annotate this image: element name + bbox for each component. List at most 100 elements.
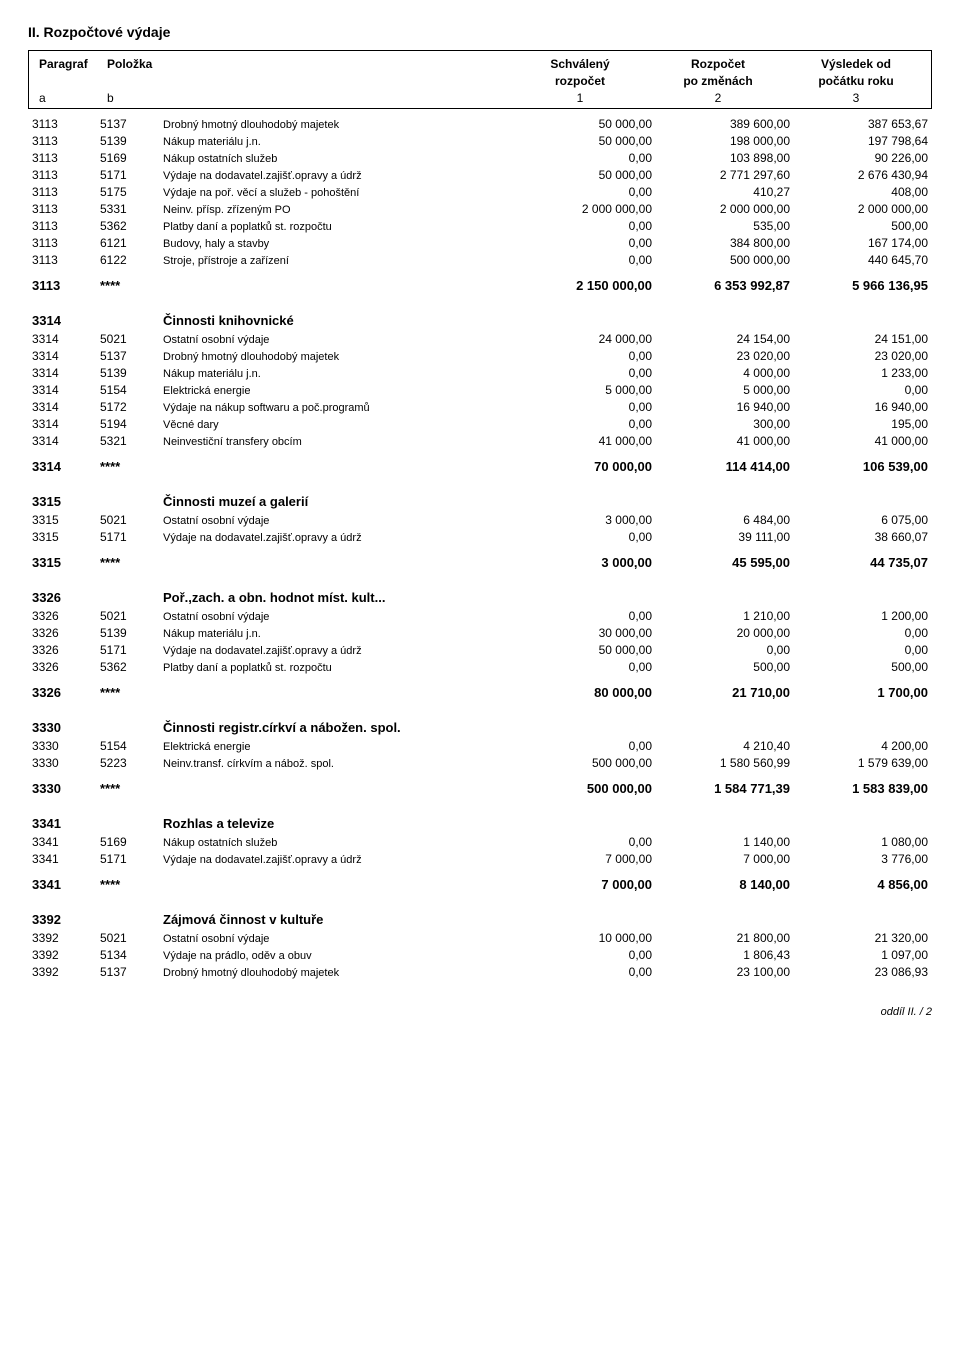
table-row: 33305154Elektrická energie0,004 210,404 … [28, 737, 932, 754]
cell-paragraf: 3314 [28, 398, 96, 415]
cell-v1: 0,00 [518, 217, 656, 234]
table-row: 3315****3 000,0045 595,0044 735,07 [28, 545, 932, 576]
cell-polozka: 5154 [96, 737, 159, 754]
cell-v2: 8 140,00 [656, 867, 794, 898]
cell-paragraf: 3314 [28, 347, 96, 364]
cell-polozka: 5154 [96, 381, 159, 398]
cell-v3: 2 000 000,00 [794, 200, 932, 217]
cell-v3: 500,00 [794, 658, 932, 675]
cell-v3: 21 320,00 [794, 929, 932, 946]
cell-paragraf: 3113 [28, 132, 96, 149]
table-row: 3330Činnosti registr.církví a nábožen. s… [28, 706, 932, 737]
table-header-box: Paragraf Položka Schválený Rozpočet Výsl… [28, 50, 932, 109]
cell-polozka: 5134 [96, 946, 159, 963]
cell-v2: 23 100,00 [656, 963, 794, 980]
cell-v1: 0,00 [518, 183, 656, 200]
table-row: 31135362Platby daní a poplatků st. rozpo… [28, 217, 932, 234]
cell-v1: 41 000,00 [518, 432, 656, 449]
cell-v2: 535,00 [656, 217, 794, 234]
cell-v1: 0,00 [518, 149, 656, 166]
cell-desc: Výdaje na dodavatel.zajišť.opravy a údrž [159, 850, 518, 867]
table-row: 3314Činnosti knihovnické [28, 299, 932, 330]
table-row: 31136122Stroje, přístroje a zařízení0,00… [28, 251, 932, 268]
cell-polozka: 5362 [96, 658, 159, 675]
hdr-polozka: Položka [103, 55, 166, 72]
cell-v2: 23 020,00 [656, 347, 794, 364]
cell-v2: 114 414,00 [656, 449, 794, 480]
cell-v3: 44 735,07 [794, 545, 932, 576]
cell-v3: 6 075,00 [794, 511, 932, 528]
table-row: 33265171Výdaje na dodavatel.zajišť.oprav… [28, 641, 932, 658]
cell-paragraf: 3341 [28, 802, 96, 833]
table-row: 3314****70 000,00114 414,00106 539,00 [28, 449, 932, 480]
cell-v1: 0,00 [518, 364, 656, 381]
cell-paragraf: 3326 [28, 624, 96, 641]
cell-section-title: Činnosti registr.církví a nábožen. spol. [159, 706, 932, 737]
cell-v3: 195,00 [794, 415, 932, 432]
cell-v2: 0,00 [656, 641, 794, 658]
cell-polozka: 5175 [96, 183, 159, 200]
cell-v1: 3 000,00 [518, 545, 656, 576]
cell-desc: Neinv. přísp. zřízeným PO [159, 200, 518, 217]
cell-v3: 197 798,64 [794, 132, 932, 149]
cell-polozka: 5139 [96, 132, 159, 149]
cell-desc [159, 268, 518, 299]
cell-v3: 24 151,00 [794, 330, 932, 347]
cell-v2: 1 210,00 [656, 607, 794, 624]
table-row: 33145154Elektrická energie5 000,005 000,… [28, 381, 932, 398]
cell-desc: Výdaje na nákup softwaru a poč.programů [159, 398, 518, 415]
cell-v3: 23 086,93 [794, 963, 932, 980]
cell-v1: 50 000,00 [518, 132, 656, 149]
table-row: 33925134Výdaje na prádlo, oděv a obuv0,0… [28, 946, 932, 963]
cell-desc: Ostatní osobní výdaje [159, 330, 518, 347]
cell-v1: 10 000,00 [518, 929, 656, 946]
table-row: 3341****7 000,008 140,004 856,00 [28, 867, 932, 898]
cell-paragraf: 3113 [28, 217, 96, 234]
cell-desc: Elektrická energie [159, 381, 518, 398]
cell-polozka: 5223 [96, 754, 159, 771]
cell-polozka: **** [96, 771, 159, 802]
cell-polozka: 5171 [96, 850, 159, 867]
cell-paragraf: 3326 [28, 675, 96, 706]
table-row: 33415171Výdaje na dodavatel.zajišť.oprav… [28, 850, 932, 867]
cell-polozka: 5172 [96, 398, 159, 415]
cell-v1: 0,00 [518, 607, 656, 624]
cell-v2: 1 580 560,99 [656, 754, 794, 771]
table-row: 31135169Nákup ostatních služeb0,00103 89… [28, 149, 932, 166]
cell-desc: Výdaje na dodavatel.zajišť.opravy a údrž [159, 641, 518, 658]
cell-v1: 500 000,00 [518, 771, 656, 802]
cell-polozka: 5194 [96, 415, 159, 432]
cell-v2: 103 898,00 [656, 149, 794, 166]
cell-v2: 410,27 [656, 183, 794, 200]
table-row: 3341Rozhlas a televize [28, 802, 932, 833]
cell-v1: 0,00 [518, 251, 656, 268]
cell-v2: 41 000,00 [656, 432, 794, 449]
cell-polozka: **** [96, 268, 159, 299]
cell-v3: 1 200,00 [794, 607, 932, 624]
cell-section-title: Činnosti knihovnické [159, 299, 932, 330]
cell-desc: Nákup ostatních služeb [159, 149, 518, 166]
cell-paragraf: 3392 [28, 929, 96, 946]
cell-v3: 5 966 136,95 [794, 268, 932, 299]
cell-desc [159, 545, 518, 576]
cell-v3: 2 676 430,94 [794, 166, 932, 183]
table-row: 33145137Drobný hmotný dlouhodobý majetek… [28, 347, 932, 364]
cell-v3: 3 776,00 [794, 850, 932, 867]
cell-desc: Drobný hmotný dlouhodobý majetek [159, 963, 518, 980]
cell-v2: 5 000,00 [656, 381, 794, 398]
cell-v1: 0,00 [518, 234, 656, 251]
hdr-col1-top: Schválený [511, 55, 649, 72]
table-row: 3326Poř.,zach. a obn. hodnot míst. kult.… [28, 576, 932, 607]
cell-paragraf: 3314 [28, 432, 96, 449]
hdr-col2-top: Rozpočet [649, 55, 787, 72]
cell-v2: 39 111,00 [656, 528, 794, 545]
cell-v2: 4 000,00 [656, 364, 794, 381]
cell-v3: 4 200,00 [794, 737, 932, 754]
table-row: 33145321Neinvestiční transfery obcím41 0… [28, 432, 932, 449]
table-row: 3392Zájmová činnost v kultuře [28, 898, 932, 929]
cell-v2: 384 800,00 [656, 234, 794, 251]
cell-v2: 500,00 [656, 658, 794, 675]
cell-polozka: **** [96, 867, 159, 898]
cell-paragraf: 3315 [28, 528, 96, 545]
table-row: 33925137Drobný hmotný dlouhodobý majetek… [28, 963, 932, 980]
